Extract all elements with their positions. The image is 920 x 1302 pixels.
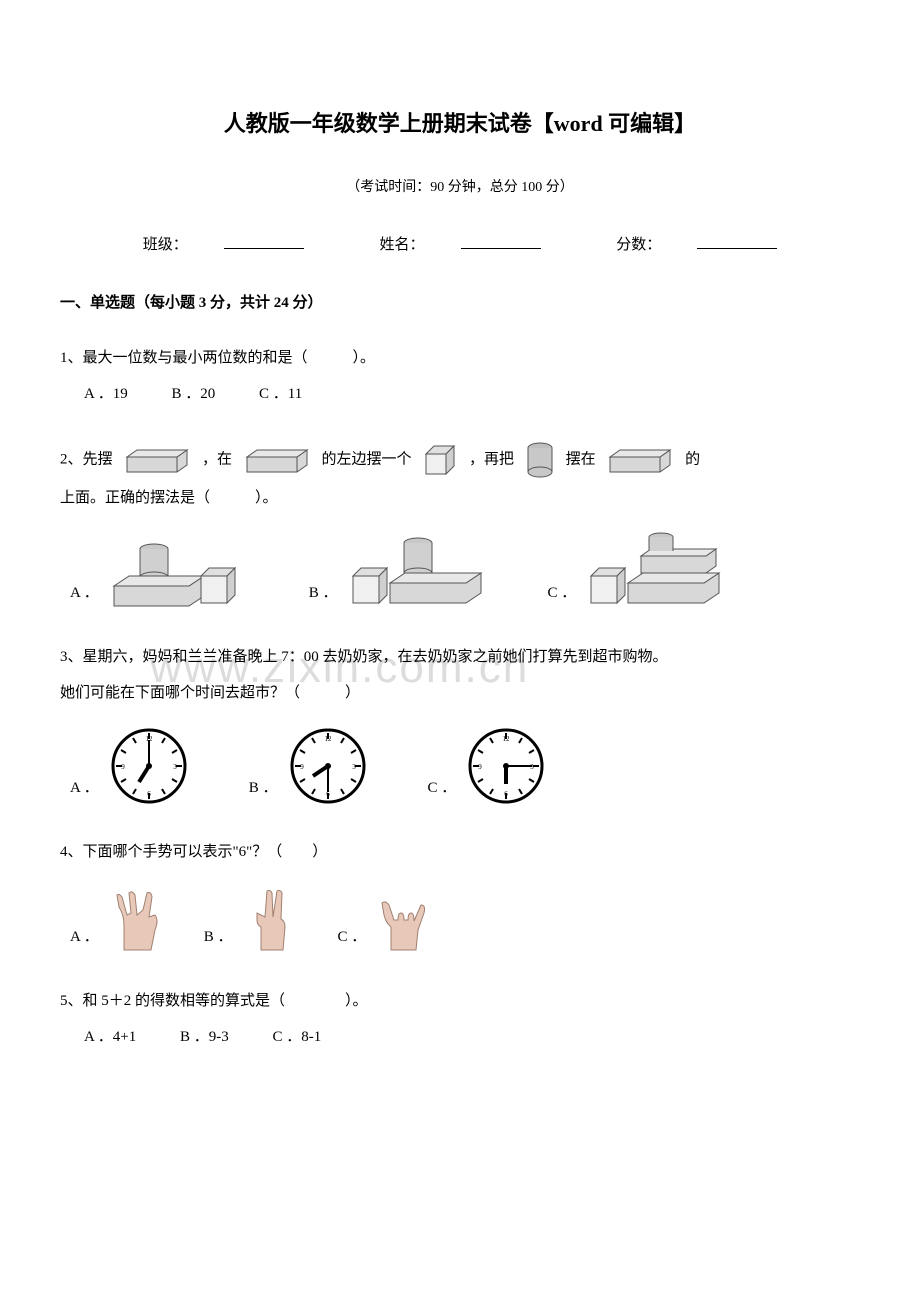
hand-b-icon — [243, 885, 298, 955]
q3-opt-a: A ． 12 3 6 9 — [70, 726, 189, 806]
q4-a-label: A ． — [70, 919, 99, 955]
q4-options: A ． B ． C ． — [70, 885, 860, 955]
q4-opt-c: C ． — [338, 885, 432, 955]
svg-text:9: 9 — [479, 763, 483, 771]
question-5: 5、和 5＋2 的得数相等的算式是（ ）。 A ．4+1 B ．9-3 C ．8… — [60, 983, 860, 1055]
q2-line2: 上面。正确的摆法是（ ）。 — [60, 480, 860, 516]
svg-text:12: 12 — [324, 735, 332, 743]
q3-opt-c: C ． 12 3 6 9 — [428, 726, 547, 806]
q4-c-label: C ． — [338, 919, 367, 955]
cylinder-icon — [524, 440, 556, 480]
class-label: 班级： — [143, 237, 188, 253]
q4-text: 4、下面哪个手势可以表示"6"？（ ） — [60, 834, 860, 870]
arrangement-b-icon — [348, 531, 488, 611]
svg-text:9: 9 — [121, 763, 125, 771]
svg-text:12: 12 — [503, 735, 511, 743]
q5-opt-a: A ．4+1 — [84, 1019, 136, 1055]
class-blank — [224, 248, 304, 249]
q2-p4: ，再把 — [469, 452, 514, 468]
q2-p2: ，在 — [202, 452, 232, 468]
q2-c-label: C ． — [548, 575, 577, 611]
name-blank — [461, 248, 541, 249]
svg-text:6: 6 — [505, 790, 509, 798]
section-1-title: 一、单选题（每小题 3 分，共计 24 分） — [60, 287, 860, 320]
score-blank — [697, 248, 777, 249]
question-2: 2、先摆 ，在 的左边摆一个 ，再把 摆在 的 上面。正确的摆法是（ ）。 — [60, 440, 860, 611]
arrangement-c-icon — [586, 531, 726, 611]
q3-line1: 3、星期六，妈妈和兰兰准备晚上 7：00 去奶奶家，在去奶奶家之前她们打算先到超… — [60, 639, 860, 675]
question-3: 3、星期六，妈妈和兰兰准备晚上 7：00 去奶奶家，在去奶奶家之前她们打算先到超… — [60, 639, 860, 806]
doc-title: 人教版一年级数学上册期末试卷【word 可编辑】 — [60, 100, 860, 148]
clock-a-icon: 12 3 6 9 — [109, 726, 189, 806]
question-4: 4、下面哪个手势可以表示"6"？（ ） A ． B ． C ． — [60, 834, 860, 955]
exam-info: （考试时间：90 分钟，总分 100 分） — [60, 173, 860, 204]
q5-opt-b: B ．9-3 — [180, 1019, 229, 1055]
q3-a-label: A ． — [70, 770, 99, 806]
q2-line1: 2、先摆 ，在 的左边摆一个 ，再把 摆在 的 — [60, 440, 860, 480]
q3-options: A ． 12 3 6 9 — [70, 726, 860, 806]
svg-text:6: 6 — [147, 790, 151, 798]
q3-c-label: C ． — [428, 770, 457, 806]
q2-opt-a: A ． — [70, 531, 249, 611]
q2-p1: 2、先摆 — [60, 452, 113, 468]
clock-b-icon: 12 3 6 9 — [288, 726, 368, 806]
q2-a-label: A ． — [70, 575, 99, 611]
name-label: 姓名： — [379, 237, 424, 253]
q3-b-label: B ． — [249, 770, 278, 806]
q2-opt-c: C ． — [548, 531, 727, 611]
q1-opt-b: B ．20 — [172, 376, 216, 412]
cube-icon — [421, 442, 459, 478]
q1-text: 1、最大一位数与最小两位数的和是（ ）。 — [60, 340, 860, 376]
question-1: 1、最大一位数与最小两位数的和是（ ）。 A ．19 B ．20 C ．11 — [60, 340, 860, 412]
q2-b-label: B ． — [309, 575, 338, 611]
cuboid-icon — [242, 445, 312, 475]
q4-opt-a: A ． — [70, 885, 164, 955]
q1-opt-c: C ．11 — [259, 376, 302, 412]
q2-opt-b: B ． — [309, 531, 488, 611]
q2-options: A ． B ． C ． — [70, 531, 860, 611]
q3-line2: 她们可能在下面哪个时间去超市？（ ） — [60, 675, 860, 711]
q2-p6: 的 — [685, 452, 700, 468]
svg-text:3: 3 — [173, 763, 177, 771]
hand-a-icon — [109, 885, 164, 955]
cuboid-icon — [122, 445, 192, 475]
clock-c-icon: 12 3 6 9 — [466, 726, 546, 806]
page-content: 人教版一年级数学上册期末试卷【word 可编辑】 （考试时间：90 分钟，总分 … — [60, 100, 860, 1055]
score-label: 分数： — [616, 237, 661, 253]
svg-text:3: 3 — [352, 763, 356, 771]
cuboid-icon — [605, 445, 675, 475]
student-fields: 班级： 姓名： 分数： — [60, 229, 860, 262]
q4-opt-b: B ． — [204, 885, 298, 955]
arrangement-a-icon — [109, 531, 249, 611]
q5-text: 5、和 5＋2 的得数相等的算式是（ ）。 — [60, 983, 860, 1019]
q2-p3: 的左边摆一个 — [322, 452, 412, 468]
hand-c-icon — [376, 885, 431, 955]
q3-opt-b: B ． 12 3 6 9 — [249, 726, 368, 806]
q5-opt-c: C ．8-1 — [272, 1019, 321, 1055]
svg-text:9: 9 — [300, 763, 304, 771]
q4-b-label: B ． — [204, 919, 233, 955]
q2-p5: 摆在 — [566, 452, 596, 468]
q1-opt-a: A ．19 — [84, 376, 128, 412]
